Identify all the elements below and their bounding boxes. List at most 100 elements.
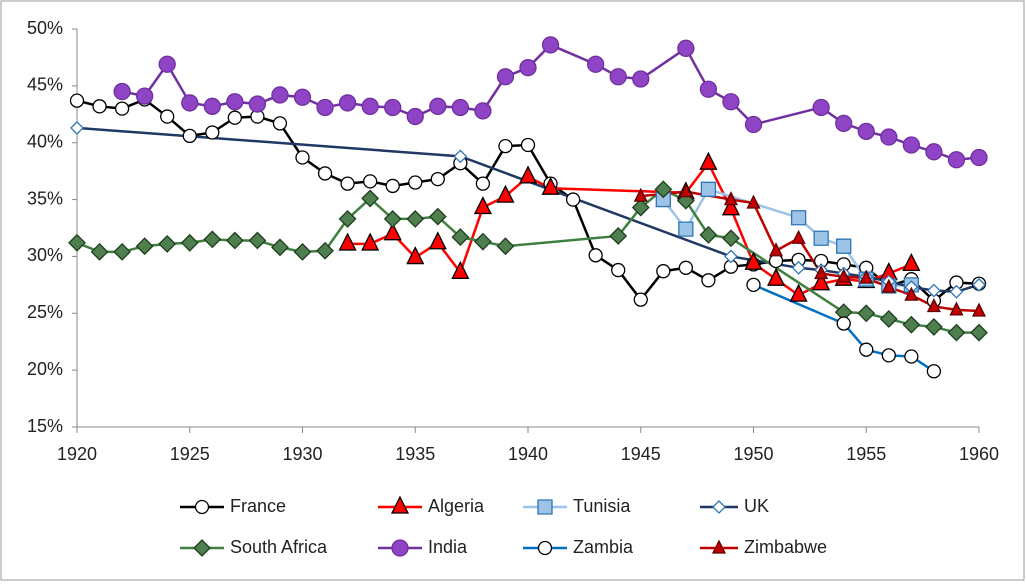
marker (362, 174, 378, 189)
marker (475, 176, 491, 191)
marker (248, 231, 267, 250)
legend-item: UK (700, 496, 769, 516)
marker (791, 229, 806, 244)
marker (565, 192, 581, 207)
marker (881, 348, 896, 363)
legend-label: France (230, 496, 286, 516)
marker (225, 231, 244, 250)
y-tick-label: 15% (27, 416, 63, 436)
marker (609, 227, 628, 245)
marker (699, 225, 718, 244)
marker (248, 95, 267, 113)
marker (498, 138, 513, 154)
marker (881, 278, 896, 293)
marker (453, 149, 468, 164)
marker (496, 68, 515, 86)
marker (520, 137, 536, 153)
marker (113, 242, 132, 261)
marker (836, 316, 851, 331)
marker (384, 98, 402, 117)
marker (836, 238, 852, 254)
marker (721, 197, 741, 216)
marker (317, 166, 333, 181)
legend-label: South Africa (230, 537, 328, 557)
marker (836, 268, 851, 283)
marker (972, 277, 986, 292)
marker (902, 136, 920, 154)
legend-item: India (378, 537, 468, 557)
marker (925, 143, 943, 161)
marker (293, 242, 312, 261)
marker (361, 232, 380, 251)
marker (766, 267, 786, 286)
x-tick-label: 1930 (282, 444, 322, 464)
marker (391, 539, 409, 557)
marker (428, 231, 447, 250)
marker (385, 178, 400, 194)
marker (158, 235, 177, 253)
marker (789, 283, 808, 302)
legend-label: UK (744, 496, 769, 516)
marker (947, 323, 966, 342)
marker (70, 121, 84, 135)
x-tick-label: 1940 (508, 444, 548, 464)
marker (859, 269, 874, 284)
marker (711, 539, 727, 554)
marker (746, 277, 761, 293)
marker (609, 68, 627, 86)
y-tick-label: 25% (27, 302, 63, 322)
marker (271, 238, 289, 257)
marker (181, 94, 199, 112)
marker (879, 310, 898, 328)
marker (361, 97, 379, 115)
marker (338, 232, 357, 251)
marker (338, 209, 357, 228)
y-tick-label: 35% (27, 188, 63, 208)
marker (180, 233, 199, 252)
marker (113, 82, 131, 101)
y-tick-label: 50% (27, 18, 63, 38)
marker (699, 80, 718, 98)
marker (205, 125, 220, 140)
legend-label: Tunisia (573, 496, 631, 516)
marker (340, 176, 355, 191)
marker (496, 184, 515, 203)
marker (857, 304, 876, 323)
marker (947, 151, 966, 169)
marker (338, 94, 357, 112)
legend-item: Zambia (523, 537, 634, 557)
legend-item: Zimbabwe (700, 537, 827, 557)
marker (271, 86, 289, 104)
marker (678, 221, 694, 237)
marker (68, 233, 86, 252)
legend-label: Zambia (573, 537, 634, 557)
marker (699, 151, 718, 170)
marker (813, 230, 829, 246)
marker (473, 196, 492, 215)
legend-item: Algeria (378, 495, 485, 516)
marker (406, 209, 425, 228)
marker (406, 107, 424, 126)
marker (90, 242, 109, 261)
marker (632, 70, 650, 88)
marker (226, 93, 244, 111)
x-tick-label: 1935 (395, 444, 435, 464)
marker (114, 101, 130, 116)
marker (926, 298, 941, 313)
marker (474, 102, 492, 120)
marker (724, 249, 738, 264)
legend-item: Tunisia (523, 496, 631, 516)
marker (135, 87, 154, 105)
marker (361, 189, 380, 208)
marker (949, 301, 964, 316)
x-tick-label: 1945 (621, 444, 661, 464)
marker (656, 264, 671, 279)
x-tick-label: 1960 (959, 444, 999, 464)
marker (857, 122, 875, 140)
marker (587, 55, 605, 73)
marker (654, 180, 673, 199)
marker (835, 114, 853, 133)
legend-label: Zimbabwe (744, 537, 827, 557)
marker (537, 499, 553, 515)
